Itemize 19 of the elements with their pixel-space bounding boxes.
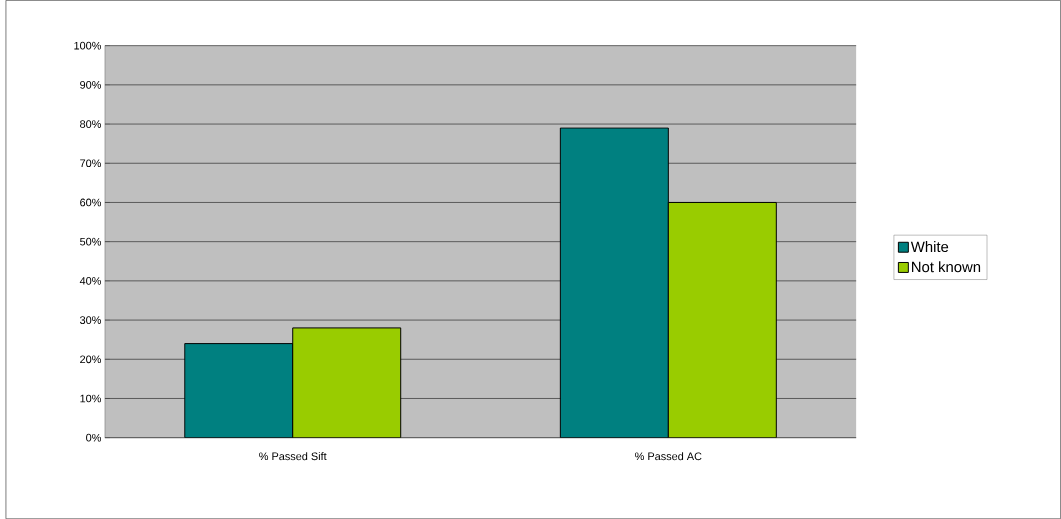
- legend-label: Not known: [912, 261, 981, 273]
- y-tick-label: 50%: [80, 237, 102, 246]
- bar: [667, 201, 777, 438]
- y-tick-label: 80%: [80, 120, 102, 128]
- y-tick-label: 40%: [79, 276, 102, 285]
- bar: [184, 343, 294, 438]
- y-tick-label: 30%: [80, 316, 102, 324]
- y-tick-label: 90%: [80, 80, 102, 89]
- y-tick-label: 0%: [86, 433, 102, 442]
- bar: [292, 327, 402, 438]
- x-tick-label: % Passed AC: [635, 452, 702, 461]
- y-tick-label: 100%: [74, 41, 102, 50]
- y-tick-label: 10%: [80, 394, 102, 403]
- y-tick-label: 70%: [80, 159, 102, 168]
- y-tick-label: 20%: [80, 355, 102, 364]
- legend-label: White: [910, 241, 949, 252]
- y-tick-label: 60%: [80, 198, 102, 207]
- bar: [559, 127, 669, 438]
- x-tick-label: % Passed Sift: [259, 452, 327, 461]
